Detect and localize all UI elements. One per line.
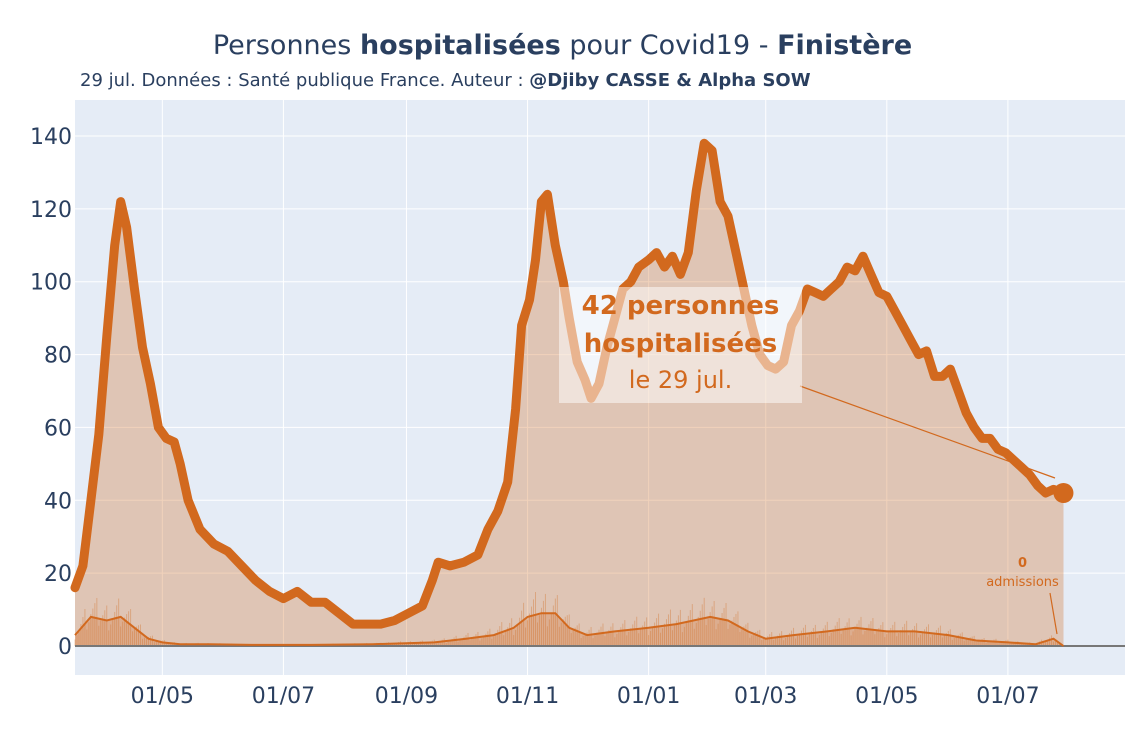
x-tick-label: 01/03 <box>734 684 797 709</box>
x-tick-label: 01/07 <box>252 684 315 709</box>
admissions-area <box>75 613 1064 646</box>
y-tick-label: 60 <box>44 416 72 441</box>
y-tick-label: 0 <box>58 635 72 660</box>
annotation-line-3: le 29 jul. <box>628 366 733 394</box>
admissions-label: admissions <box>986 575 1059 590</box>
x-tick-label: 01/05 <box>855 684 918 709</box>
x-tick-label: 01/07 <box>976 684 1039 709</box>
last-value-annotation: 42 personnes hospitalisées le 29 jul. <box>559 287 802 403</box>
y-tick-label: 100 <box>30 271 72 296</box>
y-tick-label: 140 <box>30 125 72 150</box>
y-tick-label: 40 <box>44 489 72 514</box>
x-tick-label: 01/09 <box>375 684 438 709</box>
y-axis: 0 20 40 60 80 100 120 140 <box>30 125 72 660</box>
chart-subtitle: 29 jul. Données : Santé publique France.… <box>80 70 811 91</box>
last-value-marker <box>1053 483 1074 503</box>
y-tick-label: 80 <box>44 344 72 369</box>
x-tick-label: 01/01 <box>617 684 680 709</box>
chart-title: Personnes hospitalisées pour Covid19 - F… <box>212 30 913 61</box>
y-tick-label: 20 <box>44 562 72 587</box>
annotation-line-1: 42 personnes <box>581 291 780 321</box>
admissions-value: 0 <box>1017 556 1028 571</box>
y-tick-label: 120 <box>30 198 72 223</box>
x-axis: 01/05 01/07 01/09 01/11 01/01 01/03 01/05 01/07 <box>131 684 1040 709</box>
annotation-arrow <box>799 385 1056 479</box>
admissions-line <box>74 612 1065 647</box>
annotation-line-2: hospitalisées <box>583 329 778 359</box>
x-tick-label: 01/05 <box>131 684 194 709</box>
admissions-arrow <box>1049 592 1058 635</box>
x-tick-label: 01/11 <box>496 684 559 709</box>
